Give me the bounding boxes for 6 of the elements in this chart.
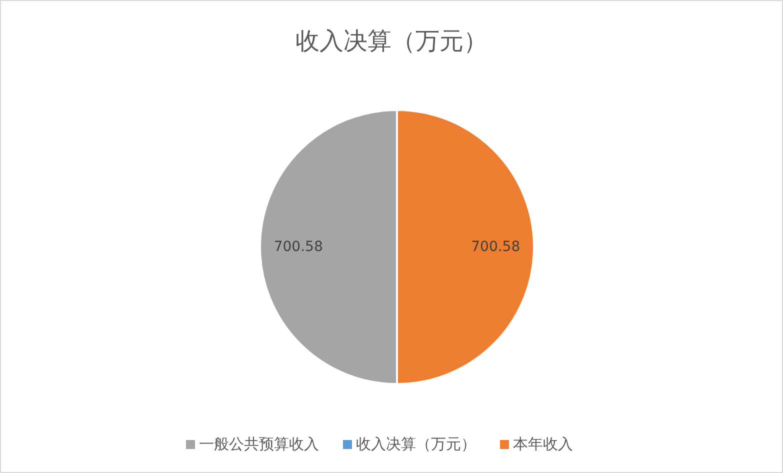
legend-label: 收入决算（万元）: [356, 435, 476, 453]
data-label: 700.58: [471, 239, 520, 255]
legend-label: 一般公共预算收入: [199, 435, 319, 453]
legend-label: 本年收入: [513, 435, 573, 453]
data-label: 700.58: [274, 239, 323, 255]
chart-title: 收入决算（万元）: [294, 26, 488, 57]
